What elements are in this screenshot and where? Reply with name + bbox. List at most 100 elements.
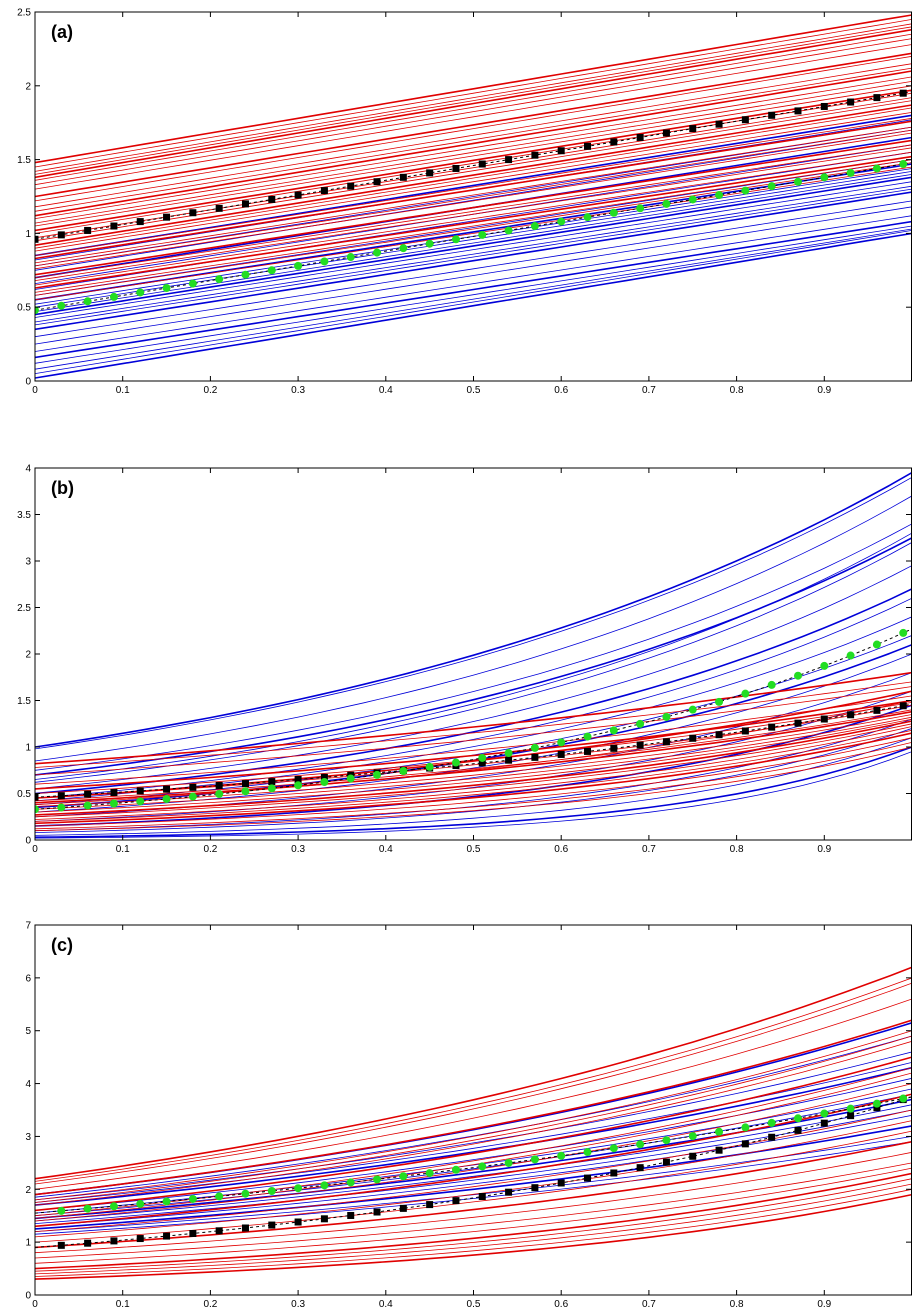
black-series-line [35,703,912,798]
black-square-marker [662,738,670,746]
green-circle-marker [504,226,513,235]
black-square-marker [426,169,434,177]
x-tick-label: 0.5 [467,1299,481,1308]
x-tick-label: 0 [32,844,38,855]
black-square-marker [820,102,828,110]
green-circle-marker [83,297,92,306]
black-square-marker [57,792,65,800]
black-square-marker [320,1215,328,1223]
x-tick-label: 0.8 [730,1299,744,1308]
blue-line [35,565,912,790]
black-square-marker [84,226,92,234]
green-circle-marker [609,726,618,735]
green-circle-marker [241,270,250,279]
red-line [35,120,912,260]
red-line [35,1040,912,1206]
x-tick-label: 0.5 [467,385,481,396]
red-line [35,70,912,217]
black-square-marker [768,1133,776,1141]
green-circle-marker [267,266,276,275]
black-square-marker [136,218,144,226]
y-tick-label: 1 [25,743,31,754]
black-square-marker [320,187,328,195]
green-circle-marker [267,784,276,793]
y-tick-label: 7 [25,921,31,932]
green-circle-marker [636,719,645,728]
red-line [35,1067,912,1217]
red-line [35,1030,912,1201]
green-circle-marker [399,767,408,776]
blue-line [35,1141,912,1235]
blue-line [35,176,912,316]
green-circle-marker [688,195,697,204]
panel-label: (c) [51,935,73,955]
green-circle-marker [662,199,671,208]
red-line [35,723,912,818]
y-tick-label: 0 [25,1291,31,1302]
y-tick-label: 0 [25,377,31,388]
green-circle-marker [188,279,197,288]
green-circle-marker [451,1165,460,1174]
x-tick-label: 0.4 [379,1299,393,1308]
green-circle-marker [872,640,881,649]
red-line [35,966,912,1180]
green-circle-marker [267,1186,276,1195]
green-circle-marker [846,651,855,660]
black-square-marker [57,1241,65,1249]
green-circle-marker [373,770,382,779]
red-line [35,746,912,832]
green-circle-marker [557,738,566,747]
black-square-marker [505,756,513,764]
black-square-marker [478,160,486,168]
green-circle-marker [636,1140,645,1149]
green-circle-marker [83,1204,92,1213]
green-circle-marker [899,1094,908,1103]
black-square-marker [452,164,460,172]
plot-area [35,14,912,379]
green-circle-marker [767,182,776,191]
black-square-marker [347,1211,355,1219]
blue-line [35,476,912,750]
plot-area [35,471,912,839]
black-square-marker [662,129,670,137]
red-line [35,23,912,172]
green-circle-marker [162,284,171,293]
x-tick-label: 0.9 [817,1299,831,1308]
black-square-marker [294,1218,302,1226]
green-circle-marker [846,168,855,177]
green-circle-marker [767,680,776,689]
black-square-marker [610,138,618,146]
green-circle-marker [899,628,908,637]
black-series-line [35,1096,912,1248]
green-circle-marker [557,1151,566,1160]
red-line [35,1172,912,1270]
red-line [35,1162,912,1259]
red-line [35,1093,912,1228]
blue-line [35,181,912,318]
green-circle-marker [136,1199,145,1208]
blue-line [35,737,912,836]
blue-line [35,728,912,833]
green-circle-marker [793,177,802,186]
red-line [35,714,912,807]
x-tick-label: 0.2 [203,385,217,396]
green-circle-marker [741,689,750,698]
blue-line [35,588,912,795]
blue-line [35,163,912,301]
green-circle-marker [872,1099,881,1108]
red-line [35,710,912,804]
green-circle-marker [83,801,92,810]
blue-line [35,751,912,839]
red-line [35,1019,912,1196]
black-square-marker [163,785,171,793]
black-square-marker [505,156,513,164]
black-square-marker [794,1126,802,1134]
black-square-marker [399,1204,407,1212]
blue-line [35,114,912,257]
green-circle-marker [425,1169,434,1178]
green-circle-marker [451,758,460,767]
blue-line [35,191,912,331]
green-circle-marker [35,805,39,814]
blue-line [35,1114,912,1227]
red-line [35,716,912,810]
